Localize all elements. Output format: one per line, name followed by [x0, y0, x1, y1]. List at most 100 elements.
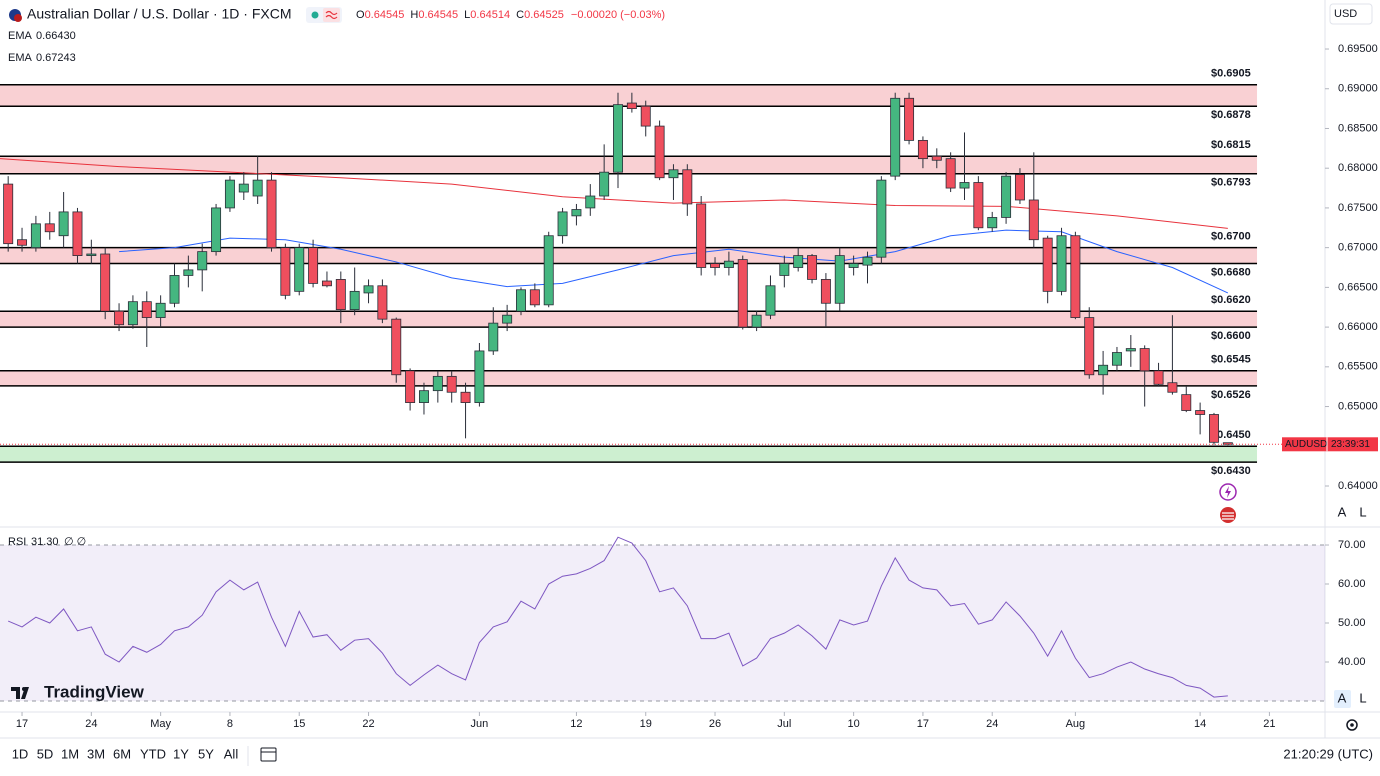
ohlc-label: O	[356, 9, 365, 21]
settings-button[interactable]	[1346, 719, 1358, 731]
candle-body	[335, 279, 346, 311]
range-button[interactable]: 5Y	[198, 746, 214, 761]
range-button[interactable]: 1Y	[173, 746, 189, 761]
candle-body	[848, 263, 859, 268]
zone-label: $0.6700	[1211, 231, 1251, 243]
candle-body	[959, 182, 970, 189]
candle-body	[723, 260, 734, 268]
candle-body	[945, 158, 956, 189]
candle-body	[613, 104, 623, 173]
x-tick-label: 17	[16, 718, 28, 730]
y-tick-label: 70.00	[1338, 539, 1366, 551]
candle-body	[1028, 199, 1039, 241]
auto-scale-button[interactable]: A	[1338, 690, 1347, 705]
candle-body	[765, 285, 776, 316]
candle-body	[308, 247, 319, 284]
y-tick-label: 0.66500	[1338, 281, 1378, 293]
y-tick-label: 50.00	[1338, 617, 1366, 629]
x-tick-label: 19	[640, 718, 652, 730]
zone-label: $0.6680	[1211, 266, 1251, 278]
candle-body	[571, 209, 582, 217]
y-tick-label: 0.68500	[1338, 122, 1378, 134]
candle-body	[474, 350, 485, 403]
currency-button[interactable]	[1329, 3, 1373, 25]
clock[interactable]: 21:20:29 (UTC)	[1283, 746, 1373, 761]
x-tick-label: Jun	[471, 718, 489, 730]
candle-body	[183, 269, 194, 276]
price-tag-countdown: 23:39:31	[1331, 439, 1370, 450]
candle-body	[1084, 317, 1095, 376]
candle-body	[280, 247, 291, 296]
candle-body	[529, 289, 540, 306]
y-tick-label: 0.67000	[1338, 242, 1378, 254]
range-button[interactable]: All	[224, 746, 239, 761]
candle-body	[557, 211, 568, 237]
zone-label: $0.6905	[1211, 68, 1251, 80]
price-pane: 0.69500 0.69000 0.68500 0.68000 0.67500 0.670…	[0, 43, 1378, 492]
candle-body	[211, 207, 222, 253]
candle-body	[779, 263, 790, 276]
price-tag-symbol: AUDUSD	[1285, 439, 1327, 450]
range-button[interactable]: 6M	[113, 746, 131, 761]
candle-body	[502, 314, 513, 324]
candle-body	[197, 251, 208, 271]
toolbar: 1D 5D 1M 3M 6M YTD 1Y 5Y All	[12, 746, 239, 761]
zone-label: $0.6526	[1211, 389, 1251, 401]
range-button[interactable]: 1D	[12, 746, 29, 761]
zone-label: $0.6793	[1211, 177, 1251, 189]
y-tick-label: 60.00	[1338, 578, 1366, 590]
indicator-extra: ∅ ∅	[64, 536, 86, 548]
candle-body	[418, 390, 429, 403]
chart-title: Australian Dollar / U.S. Dollar · 1D · F…	[27, 6, 292, 22]
candle-body	[3, 183, 14, 245]
log-scale-button[interactable]: L	[1359, 504, 1366, 519]
date-range-button[interactable]	[260, 747, 277, 762]
candle-body	[973, 182, 984, 229]
rsi-band	[0, 545, 1325, 702]
zone-label: $0.6600	[1211, 330, 1251, 342]
zone-label: $0.6450	[1211, 429, 1251, 441]
ohlc-label: C	[516, 9, 524, 21]
symbol-flag	[14, 14, 22, 22]
ohlc-label: L	[464, 9, 470, 21]
candle-body	[1098, 364, 1109, 376]
range-button[interactable]: 1M	[61, 746, 79, 761]
range-button[interactable]: YTD	[140, 746, 166, 761]
currency-label: USD	[1334, 8, 1357, 20]
x-tick-label: 8	[227, 718, 233, 730]
event-icon-glyph	[1225, 486, 1231, 498]
y-tick-label: 0.65000	[1338, 400, 1378, 412]
x-tick-label: 21	[1263, 718, 1275, 730]
auto-scale-button[interactable]: A	[1338, 504, 1347, 519]
ohlc-legend: O0.64545 H0.64545 L0.64514 C0.64525 −0.0…	[356, 9, 665, 21]
x-tick-label: 17	[917, 718, 929, 730]
event-icon[interactable]	[1220, 507, 1236, 523]
candle-body	[1153, 370, 1164, 385]
ohlc-label: H	[410, 9, 418, 21]
x-tick-label: 22	[362, 718, 374, 730]
candle-body	[696, 203, 707, 268]
candle-body	[17, 239, 28, 246]
candle-body	[1167, 382, 1178, 393]
candle-body	[543, 235, 554, 306]
candle-body	[1014, 174, 1025, 201]
candle-body	[349, 290, 360, 311]
market-open-dot	[311, 11, 319, 19]
candle-body	[321, 280, 332, 287]
event-icon-glyph	[1222, 512, 1234, 520]
candle-body	[86, 253, 97, 256]
range-button[interactable]: 5D	[37, 746, 54, 761]
y-tick-label: 0.68000	[1338, 162, 1378, 174]
indicator-value: 0.66430	[36, 30, 76, 42]
candle-body	[710, 263, 721, 268]
zone	[0, 370, 1258, 386]
ema-line	[0, 158, 1228, 229]
candle-body	[904, 97, 915, 141]
candle-body	[1070, 235, 1081, 318]
candle-body	[391, 318, 402, 376]
range-button[interactable]: 3M	[87, 746, 105, 761]
x-tick-label: May	[150, 718, 171, 730]
log-scale-button[interactable]: L	[1359, 690, 1366, 705]
ohlc-value: 0.64545	[418, 9, 458, 21]
candle-body	[141, 301, 152, 318]
